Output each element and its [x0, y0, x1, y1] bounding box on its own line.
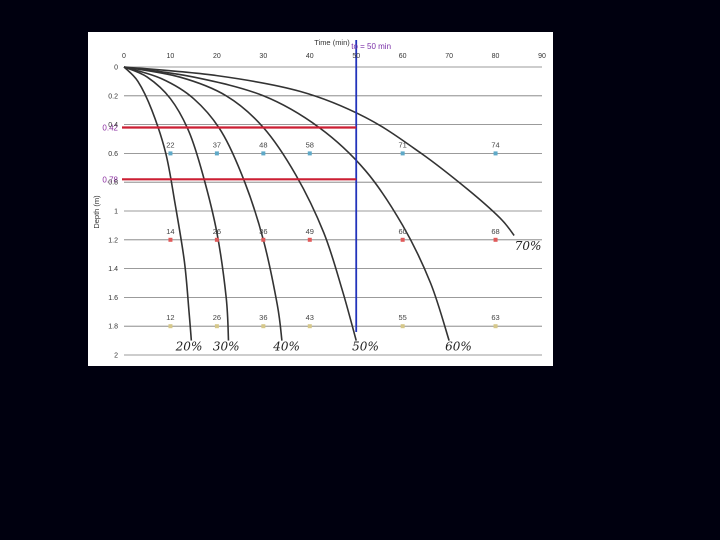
data-point-label: 37: [213, 140, 221, 149]
curve-1: [123, 66, 230, 341]
y-axis-label: Depth (m): [92, 195, 101, 229]
data-point: [307, 151, 312, 156]
data-points: 22 37 48 58 71 74 14 26 36 49 60 68 12 26 36 43 55 63: [166, 140, 500, 329]
data-point: [214, 151, 219, 156]
curve-4: [123, 66, 450, 341]
data-point: [261, 151, 266, 156]
y-tick-label: 0.8: [108, 180, 118, 187]
y-tick-label: 0: [114, 65, 118, 72]
y-tick-label: 1.2: [108, 237, 118, 244]
curve-label: 30%: [213, 340, 240, 354]
data-point-label: 58: [306, 140, 314, 149]
curve-label: 40%: [272, 340, 300, 354]
data-point: [214, 324, 219, 329]
data-point-label: 49: [306, 227, 314, 236]
x-tick-label: 70: [445, 53, 453, 60]
data-point: [168, 324, 173, 329]
y-tick-label: 1.6: [108, 295, 118, 302]
x-tick-label: 80: [492, 53, 500, 60]
curve-0: [123, 66, 193, 341]
curve-3: [123, 66, 357, 341]
horizontal-line-label: 0.78: [102, 175, 118, 184]
x-tick-label: 50: [352, 53, 360, 60]
chart-figure: 20% 30% 40% 50% 60% 70% to = 50 min 0.42 0.78 2…: [88, 32, 553, 366]
data-point-label: 71: [398, 140, 406, 149]
curve-label: 20%: [175, 340, 203, 354]
grid: [124, 66, 542, 356]
data-point: [493, 324, 498, 329]
data-point-label: 22: [166, 140, 174, 149]
y-tick-label: 1.4: [108, 266, 118, 273]
data-point: [261, 324, 266, 329]
y-tick-label: 1: [114, 209, 118, 216]
data-point: [168, 151, 173, 156]
data-point-label: 14: [166, 227, 174, 236]
data-point: [400, 324, 405, 329]
vertical-line-label: to = 50 min: [351, 42, 391, 51]
data-point: [400, 151, 405, 156]
data-point: [493, 151, 498, 156]
annotations: to = 50 min 0.42 0.78: [102, 40, 391, 332]
curves: 20% 30% 40% 50% 60% 70%: [123, 66, 542, 354]
x-tick-label: 20: [213, 53, 221, 60]
data-point: [261, 237, 266, 242]
data-point: [214, 237, 219, 242]
data-point: [307, 324, 312, 329]
data-point-label: 12: [166, 313, 174, 322]
curve-5: [123, 66, 515, 236]
x-tick-label: 40: [306, 53, 314, 60]
data-point-label: 74: [491, 140, 499, 149]
data-point-label: 36: [259, 227, 267, 236]
curve-label: 70%: [515, 239, 542, 253]
y-tick-label: 2: [114, 353, 118, 360]
data-point-label: 26: [213, 313, 221, 322]
curve-label: 50%: [352, 340, 379, 354]
x-axis-label: Time (min): [314, 38, 350, 47]
x-tick-label: 90: [538, 53, 546, 60]
x-tick-label: 10: [167, 53, 175, 60]
x-tick-label: 60: [399, 53, 407, 60]
data-point-label: 55: [398, 313, 406, 322]
data-point-label: 48: [259, 140, 267, 149]
x-tick-label: 30: [259, 53, 267, 60]
data-point: [307, 237, 312, 242]
curve-2: [123, 66, 283, 341]
y-tick-label: 0.4: [108, 122, 118, 129]
data-point: [400, 237, 405, 242]
tick-labels: 0 10 20 30 40 50 60 70 80 90 0 0.2 0.4 0.6 0.8 1 1.2 1.4 1…: [108, 53, 546, 360]
data-point-label: 36: [259, 313, 267, 322]
y-tick-label: 1.8: [108, 324, 118, 331]
data-point-label: 43: [306, 313, 314, 322]
y-tick-label: 0.6: [108, 151, 118, 158]
curve-label: 60%: [445, 340, 472, 354]
data-point-label: 60: [398, 227, 406, 236]
data-point: [168, 237, 173, 242]
data-point-label: 63: [491, 313, 499, 322]
data-point-label: 26: [213, 227, 221, 236]
data-point: [493, 237, 498, 242]
horizontal-line-label: 0.42: [102, 123, 118, 132]
y-tick-label: 0.2: [108, 93, 118, 100]
x-tick-label: 0: [122, 53, 126, 60]
data-point-label: 68: [491, 227, 499, 236]
